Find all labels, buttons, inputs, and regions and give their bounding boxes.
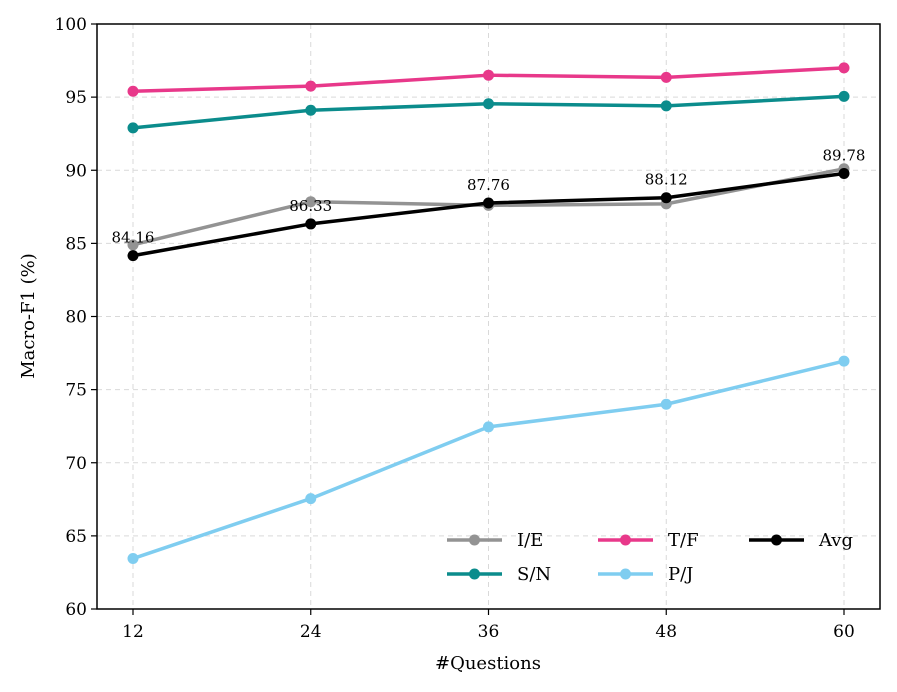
y-tick-label: 65 [65, 527, 87, 547]
y-tick-label: 75 [65, 381, 87, 401]
legend-item-s-n: S/N [447, 564, 551, 585]
legend-swatch-marker [620, 568, 631, 580]
data-point-avg [483, 197, 494, 209]
series-t-f [127, 62, 850, 97]
data-point-avg [838, 167, 850, 179]
data-label: 86.33 [289, 197, 332, 215]
data-point-p-j [660, 398, 672, 410]
axis-ticks: 60 65 70 75 80 85 90 95 100 12 24 36 48 60 [55, 15, 855, 642]
x-tick-label: 12 [122, 622, 144, 642]
y-tick-label: 85 [65, 234, 87, 254]
y-tick-label: 80 [65, 308, 87, 328]
data-point-t-f [838, 62, 850, 74]
x-tick-label: 24 [300, 622, 322, 642]
data-point-t-f [660, 71, 672, 83]
data-point-p-j [838, 355, 850, 367]
data-point-avg [305, 218, 317, 230]
x-tick-label: 60 [833, 622, 855, 642]
series-s-n [127, 90, 850, 134]
legend-swatch-marker [469, 534, 480, 546]
legend-label: I/E [517, 530, 543, 551]
series-avg [127, 167, 850, 262]
data-point-i-e [305, 196, 317, 208]
data-label: 87.76 [467, 176, 510, 194]
legend-item-p-j: P/J [598, 564, 693, 585]
y-axis-title: Macro-F1 (%) [18, 253, 39, 379]
legend-item-avg: Avg [749, 530, 853, 551]
data-point-s-n [127, 122, 139, 134]
data-label: 88.12 [645, 171, 688, 189]
data-point-p-j [483, 421, 494, 433]
avg-annotations: 84.16 86.33 87.76 88.12 89.78 [112, 146, 866, 246]
x-tick-label: 36 [478, 622, 500, 642]
data-label: 89.78 [823, 146, 866, 164]
series-p-j [127, 355, 850, 565]
legend-swatch-marker [620, 534, 631, 546]
legend-swatch-marker [469, 568, 480, 580]
y-tick-label: 90 [65, 161, 87, 181]
y-tick-label: 100 [55, 15, 87, 35]
y-tick-label: 95 [65, 88, 87, 108]
x-axis-title: #Questions [435, 653, 541, 674]
data-point-i-e [127, 239, 139, 251]
y-tick-label: 70 [65, 454, 87, 474]
data-point-t-f [305, 80, 317, 92]
data-point-t-f [127, 85, 139, 97]
data-point-avg [127, 250, 139, 262]
legend-swatch-marker [771, 534, 782, 546]
legend-label: P/J [668, 564, 693, 585]
y-tick-label: 60 [65, 600, 87, 620]
legend-item-t-f: T/F [598, 530, 699, 551]
data-point-avg [660, 192, 672, 204]
data-point-t-f [483, 69, 494, 81]
data-point-p-j [305, 493, 317, 505]
data-point-s-n [483, 98, 494, 110]
grid-lines [97, 24, 880, 609]
legend-label: T/F [668, 530, 699, 551]
data-point-s-n [305, 104, 317, 116]
legend-label: S/N [517, 564, 551, 585]
legend-item-i-e: I/E [447, 530, 543, 551]
data-point-s-n [660, 100, 672, 112]
x-tick-label: 48 [655, 622, 677, 642]
legend: I/E S/N T/F P/J Avg [447, 530, 853, 585]
legend-label: Avg [818, 530, 853, 551]
data-point-s-n [838, 90, 850, 102]
data-label: 84.16 [112, 229, 155, 247]
data-point-p-j [127, 553, 139, 565]
series-lines [127, 62, 850, 565]
